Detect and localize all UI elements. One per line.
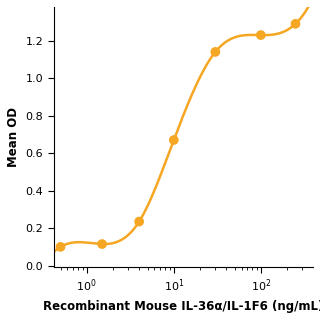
Y-axis label: Mean OD: Mean OD <box>7 107 20 167</box>
Point <box>293 21 298 26</box>
Point <box>258 33 263 38</box>
X-axis label: Recombinant Mouse IL-36α/IL-1F6 (ng/mL): Recombinant Mouse IL-36α/IL-1F6 (ng/mL) <box>43 300 320 313</box>
Point <box>171 138 176 143</box>
Point <box>100 242 105 247</box>
Point <box>137 219 142 224</box>
Point <box>58 244 63 249</box>
Point <box>213 49 218 54</box>
